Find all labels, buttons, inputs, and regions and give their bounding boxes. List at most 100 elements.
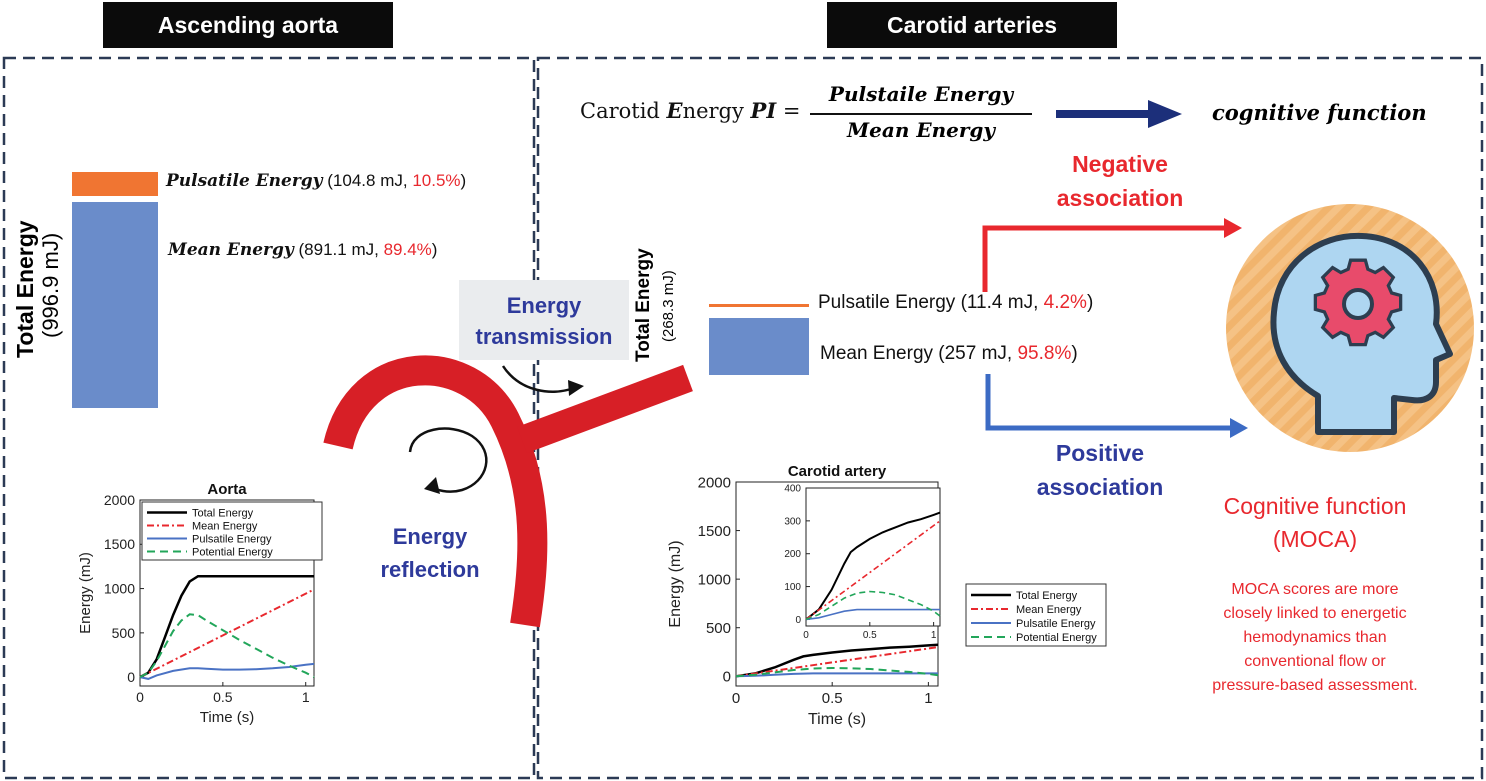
carotid-total-energy-value: (268.3 mJ) <box>660 270 677 342</box>
carotid-pulsatile-text: Pulsatile Energy (11.4 mJ, <box>818 292 1044 313</box>
carotid-inset-series-0 <box>805 511 941 621</box>
reflection-arrow-head <box>424 477 440 494</box>
aorta-x-tick-label: 0 <box>136 689 144 705</box>
aorta-x-tick-label: 1 <box>302 689 310 705</box>
aorta-pulsatile-bar <box>72 172 158 196</box>
formula-target: cognitive function <box>1212 100 1427 125</box>
cognitive-title-line2: (MOCA) <box>1272 526 1358 552</box>
carotid-y-axis-label: Energy (mJ) <box>667 540 684 627</box>
carotid-pulsatile-label: Pulsatile Energy (11.4 mJ, 4.2%) <box>818 292 1093 314</box>
aorta-legend-label: Potential Energy <box>192 546 273 558</box>
carotid-y-tick-label: 500 <box>706 620 731 637</box>
formula-denominator: Mean Energy <box>847 118 995 142</box>
aorta-panel-border <box>2 56 536 780</box>
carotid-mean-text: Mean Energy (257 mJ, <box>820 343 1018 364</box>
cognitive-function-note: MOCA scores are more closely linked to e… <box>1180 578 1450 698</box>
carotid-series-0 <box>735 643 939 678</box>
aorta-y-tick-label: 0 <box>127 669 135 685</box>
aorta-pulsatile-pct: 10.5% <box>412 171 461 190</box>
note-line3: hemodynamics than <box>1243 629 1387 646</box>
carotid-inset-y-tick-label: 400 <box>784 484 801 495</box>
aorta-series-0 <box>139 574 314 679</box>
carotid-x-tick-label: 1 <box>924 690 932 707</box>
carotid-inset-x-tick-label: 0.5 <box>863 630 877 641</box>
aorta-header: Ascending aorta <box>103 2 393 48</box>
transmission-arrow-head <box>568 380 584 396</box>
formula-prefix-e: E <box>666 98 683 123</box>
formula-fraction-bar <box>810 113 1032 115</box>
aorta-x-axis-label: Time (s) <box>200 709 254 726</box>
carotid-pulsatile-bar <box>709 304 809 307</box>
positive-association-label: Positive association <box>1000 436 1200 504</box>
note-line1: MOCA scores are more <box>1231 581 1399 598</box>
aorta-pulsatile-name: Pulsatile Energy <box>166 171 323 191</box>
positive-label-line1: Positive <box>1055 440 1145 466</box>
formula-prefix: Carotid <box>580 99 667 123</box>
carotid-inset-y-tick-label: 100 <box>784 582 801 593</box>
formula-arrow-head <box>1148 100 1182 128</box>
carotid-mean-pct: 95.8% <box>1017 343 1072 364</box>
carotid-pulsatile-close: ) <box>1086 292 1094 313</box>
positive-arrow-head <box>1230 418 1248 438</box>
carotid-y-tick-label: 2000 <box>698 474 731 491</box>
carotid-x-tick-label: 0 <box>732 690 740 707</box>
aorta-legend-label: Total Energy <box>192 507 254 519</box>
note-line2: closely linked to energetic <box>1223 605 1407 622</box>
carotid-y-tick-label: 1000 <box>698 571 731 588</box>
carotid-inset-y-tick-label: 300 <box>784 516 801 527</box>
aortic-arch-vessel <box>323 355 548 628</box>
carotid-inset-chart: 0 0.5 1 0 100 200 300 400 <box>784 484 941 641</box>
reflection-label-line1: Energy <box>392 524 468 549</box>
carotid-legend-label: Mean Energy <box>1016 604 1082 616</box>
carotid-pi-formula: Carotid Energy PI = <box>580 98 800 123</box>
head-gear-icon <box>1226 204 1474 452</box>
negative-association-arrow <box>982 225 1228 292</box>
reflection-label-line2: reflection <box>380 557 480 582</box>
carotid-inset-x-tick-label: 1 <box>931 630 937 641</box>
carotid-inset-series-2 <box>805 608 940 621</box>
carotid-branch-vessel <box>517 364 693 454</box>
carotid-inset-y-tick-label: 200 <box>784 549 801 560</box>
carotid-mean-bar <box>709 318 809 375</box>
transmission-arrow <box>501 365 575 393</box>
carotid-chart-title: Carotid artery <box>788 463 887 480</box>
formula-prefix-rest: nergy <box>682 99 751 123</box>
reflection-label: Energy reflection <box>370 520 490 586</box>
carotid-header: Carotid arteries <box>827 2 1117 48</box>
formula-equals: = <box>776 99 801 123</box>
aorta-chart-title: Aorta <box>207 481 247 498</box>
carotid-y-tick-label: 1500 <box>698 523 731 540</box>
transmission-label-box <box>459 280 629 360</box>
reflection-arrow <box>408 427 488 493</box>
positive-label-line2: association <box>1036 474 1164 500</box>
carotid-total-energy-title: Total Energy <box>633 248 654 362</box>
aorta-mean-pct: 89.4% <box>383 240 432 259</box>
aorta-energy-chart: 0 0.5 1 0 500 1000 1500 2000 Aorta Time (s) Energy… <box>77 481 323 726</box>
aorta-mean-label: Mean Energy (891.1 mJ, 89.4%) <box>168 240 437 260</box>
aorta-y-tick-label: 2000 <box>104 492 135 508</box>
aorta-mean-bar <box>72 202 158 408</box>
aorta-series-2 <box>139 662 315 680</box>
carotid-pulsatile-pct: 4.2% <box>1043 292 1087 313</box>
cognitive-title-line1: Cognitive function <box>1223 493 1407 519</box>
formula-numerator: Pulstaile Energy <box>828 82 1014 106</box>
carotid-y-tick-label: 0 <box>723 669 731 686</box>
carotid-mean-label: Mean Energy (257 mJ, 95.8%) <box>820 343 1078 365</box>
aorta-mean-close: ) <box>431 240 438 259</box>
carotid-mean-close: ) <box>1071 343 1078 364</box>
negative-label-line1: Negative <box>1072 151 1168 177</box>
transmission-label: Energy transmission <box>459 290 629 352</box>
negative-arrow-head <box>1224 218 1242 238</box>
note-line5: pressure-based assessment. <box>1212 677 1418 694</box>
carotid-series-2 <box>735 672 938 678</box>
positive-association-arrow <box>985 374 1234 431</box>
carotid-legend-label: Pulsatile Energy <box>1016 618 1096 630</box>
aorta-y-tick-label: 500 <box>112 625 136 641</box>
carotid-legend-label: Potential Energy <box>1016 632 1097 644</box>
aorta-legend-label: Mean Energy <box>192 520 258 532</box>
carotid-inset-x-tick-label: 0 <box>803 630 809 641</box>
carotid-legend-label: Total Energy <box>1016 590 1078 602</box>
